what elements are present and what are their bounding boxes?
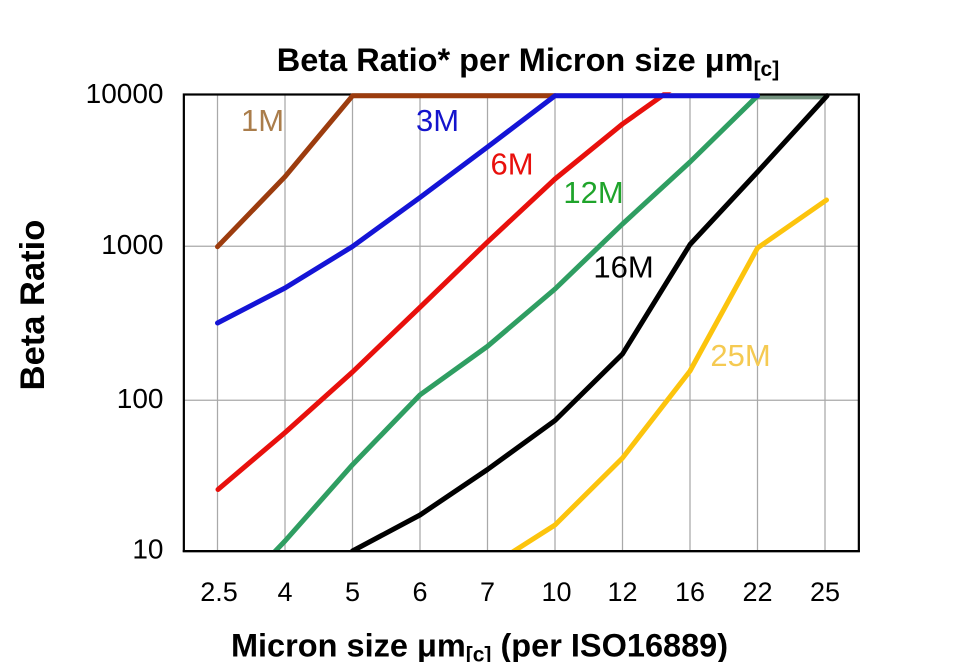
- svg-text:25M: 25M: [710, 338, 770, 373]
- svg-text:1M: 1M: [241, 103, 284, 138]
- svg-text:16: 16: [675, 577, 705, 607]
- svg-text:25: 25: [810, 577, 840, 607]
- svg-text:2.5: 2.5: [200, 577, 238, 607]
- svg-text:10: 10: [541, 577, 571, 607]
- svg-text:Beta Ratio: Beta Ratio: [14, 220, 52, 391]
- svg-text:5: 5: [345, 577, 360, 607]
- svg-text:7: 7: [480, 577, 495, 607]
- svg-text:6M: 6M: [490, 147, 533, 182]
- svg-text:Micron size μm[c] (per ISO1688: Micron size μm[c] (per ISO16889): [231, 628, 728, 663]
- svg-text:3M: 3M: [416, 103, 459, 138]
- svg-text:100: 100: [117, 383, 164, 414]
- svg-text:12: 12: [607, 577, 637, 607]
- svg-text:22: 22: [742, 577, 772, 607]
- svg-text:12M: 12M: [563, 175, 623, 210]
- svg-text:Beta Ratio* per Micron size μm: Beta Ratio* per Micron size μm[c]: [277, 42, 779, 81]
- svg-text:10000: 10000: [86, 78, 164, 109]
- svg-text:1000: 1000: [101, 229, 163, 260]
- svg-text:4: 4: [277, 577, 292, 607]
- svg-text:10: 10: [132, 533, 163, 564]
- svg-text:6: 6: [412, 577, 427, 607]
- svg-text:16M: 16M: [593, 250, 653, 285]
